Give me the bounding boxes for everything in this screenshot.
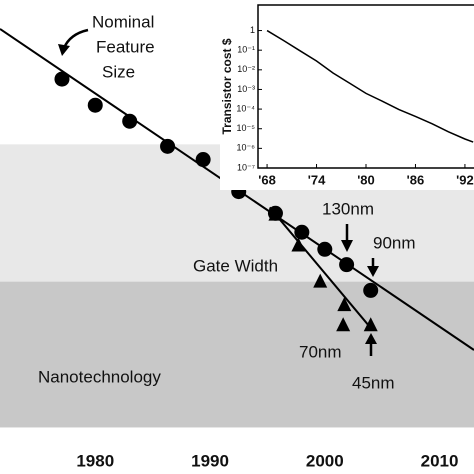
data-point	[339, 257, 355, 273]
y-tick-label: 10⁻⁶	[237, 143, 256, 153]
data-point	[337, 297, 352, 312]
cost-line	[266, 29, 474, 143]
annotation: 45nm	[352, 373, 395, 392]
x-tick-label: 1990	[191, 451, 229, 470]
data-point	[336, 317, 351, 332]
x-tick-label: '68	[258, 172, 276, 187]
x-tick-label: '86	[407, 172, 425, 187]
data-point	[363, 317, 378, 332]
data-point	[317, 241, 333, 257]
annotation: Nominal	[92, 12, 154, 31]
x-tick-label: '74	[308, 172, 326, 187]
data-point	[313, 273, 328, 288]
x-tick-label: 1980	[76, 451, 114, 470]
data-point	[54, 71, 70, 87]
x-tick-label: 2010	[421, 451, 459, 470]
annotation: 90nm	[373, 233, 416, 252]
arrow-head	[58, 44, 70, 56]
annotation: Size	[102, 62, 135, 81]
trend-line	[268, 206, 373, 330]
data-point	[268, 206, 283, 221]
band	[0, 281, 474, 428]
y-tick-label: 10⁻²	[237, 64, 255, 74]
inset-background	[220, 0, 474, 190]
data-point	[160, 138, 176, 154]
annotation: 70nm	[299, 342, 342, 361]
data-point	[291, 237, 306, 252]
y-tick-label: 10⁻¹	[237, 45, 255, 55]
x-tick-label: '92	[456, 172, 474, 187]
x-tick-label: '80	[357, 172, 375, 187]
y-tick-label: 1	[250, 25, 255, 35]
annotation: 130nm	[322, 199, 374, 218]
y-tick-label: 10⁻³	[237, 84, 255, 94]
inset-frame	[257, 4, 474, 169]
y-axis-title: Transistor cost $	[220, 38, 234, 134]
data-point	[294, 224, 310, 240]
inset-chart: 1 10⁻¹ 10⁻² 10⁻³ 10⁻⁴ 10⁻⁵ 10⁻⁶ 10⁻⁷'68 '74 '80 '8…	[220, 0, 474, 190]
arrow-head	[365, 333, 377, 344]
y-tick-label: 10⁻⁴	[236, 103, 255, 113]
arrow-head	[367, 266, 379, 277]
arrow-head	[341, 240, 353, 252]
y-tick-label: 10⁻⁷	[237, 162, 255, 172]
x-tick-label: 2000	[306, 451, 344, 470]
arrow	[62, 28, 89, 49]
y-tick-label: 10⁻⁵	[237, 123, 256, 133]
data-point	[122, 113, 138, 129]
data-point	[195, 152, 211, 168]
annotation: Gate Width	[193, 256, 278, 275]
data-point	[363, 282, 379, 298]
annotation: Feature	[96, 37, 155, 56]
data-point	[87, 97, 103, 113]
annotation: Nanotechnology	[38, 367, 161, 386]
